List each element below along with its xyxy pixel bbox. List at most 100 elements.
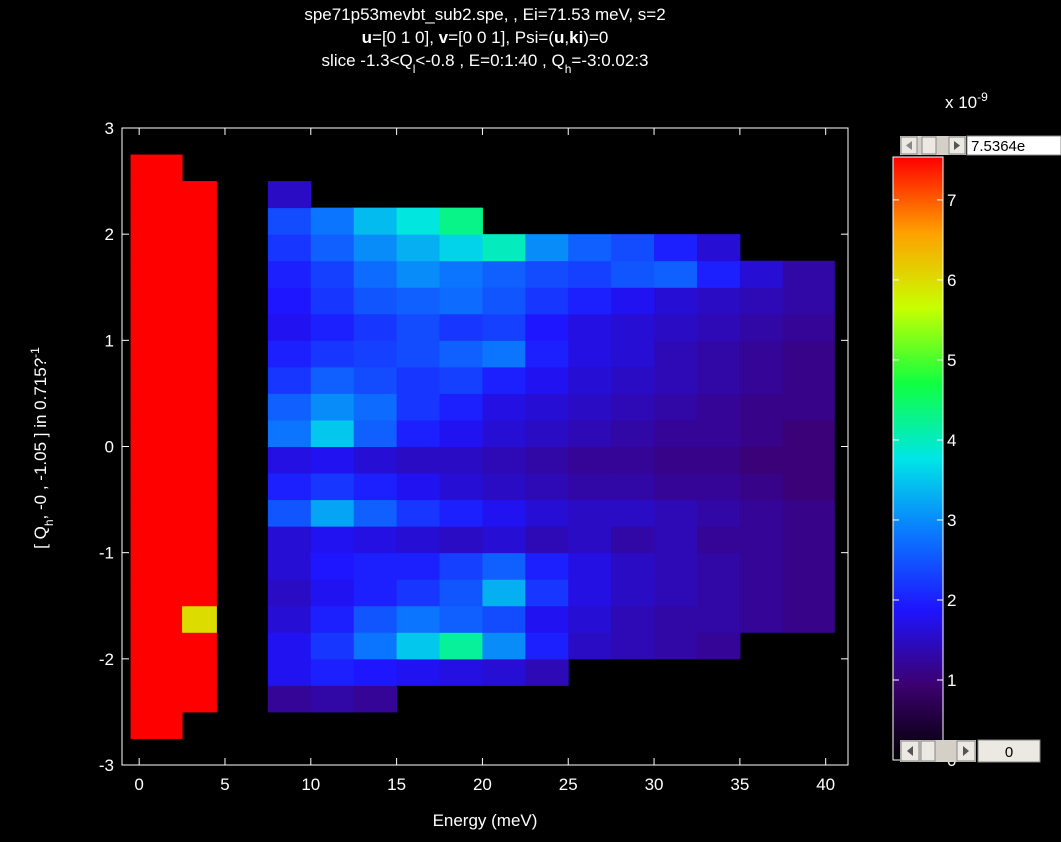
- slider-min-text: 0: [1005, 744, 1013, 761]
- heatmap-cell: [353, 234, 398, 262]
- heatmap-cell: [568, 526, 612, 554]
- heatmap-cell: [130, 658, 183, 686]
- heatmap-cell: [611, 579, 655, 607]
- colorbar-tick-label: 5: [947, 351, 956, 370]
- heatmap-cell: [782, 446, 835, 474]
- heatmap-cell: [353, 632, 398, 660]
- heatmap-cell: [396, 579, 441, 607]
- x-tick-label: 20: [473, 775, 492, 794]
- heatmap-cell: [568, 499, 612, 527]
- colorbar-tick-label: 2: [947, 591, 956, 610]
- text-segment: ,: [564, 28, 569, 47]
- heatmap-cell: [267, 632, 312, 660]
- heatmap-cell: [439, 340, 483, 368]
- heatmap-cell: [568, 313, 612, 341]
- heatmap-cell: [267, 552, 312, 580]
- heatmap-cell: [396, 632, 441, 660]
- heatmap-cell: [396, 473, 441, 501]
- text-segment: =-3:0.02:3: [571, 51, 648, 70]
- heatmap-cell: [611, 366, 655, 394]
- heatmap-cell: [182, 473, 217, 501]
- heatmap-cell: [654, 605, 698, 633]
- heatmap-cell: [439, 552, 483, 580]
- heatmap-cell: [267, 446, 312, 474]
- colorbar-gradient: [893, 157, 943, 760]
- colorbar-tick-label: 1: [947, 671, 956, 690]
- heatmap-cell: [130, 552, 183, 580]
- heatmap-cell: [353, 552, 398, 580]
- heatmap-cell: [696, 393, 741, 421]
- heatmap-cell: [439, 499, 483, 527]
- heatmap-cell: [267, 207, 312, 235]
- heatmap-cell: [396, 605, 441, 633]
- heatmap-cell: [568, 419, 612, 447]
- heatmap-cell: [396, 658, 441, 686]
- heatmap-cell: [130, 473, 183, 501]
- text-segment: , -0 , -1.05 ] in 0.715?: [31, 358, 50, 520]
- heatmap-cell: [267, 605, 312, 633]
- heatmap-cell: [654, 393, 698, 421]
- heatmap-cell: [182, 181, 217, 209]
- heatmap-cell: [568, 393, 612, 421]
- arrow-icon: [963, 746, 969, 756]
- heatmap-cell: [182, 446, 217, 474]
- heatmap-cell: [782, 419, 835, 447]
- slider-thumb[interactable]: [920, 740, 936, 762]
- heatmap-cell: [439, 446, 483, 474]
- heatmap-cell: [310, 632, 355, 660]
- heatmap-cell: [782, 526, 835, 554]
- heatmap-cell: [739, 499, 784, 527]
- heatmap-cell: [396, 393, 441, 421]
- heatmap-cell: [439, 526, 483, 554]
- heatmap-cell: [439, 313, 483, 341]
- text-segment: <-0.8 , E=0:1:40 , Q: [415, 51, 564, 70]
- heatmap-cell: [267, 526, 312, 554]
- heatmap-cell: [696, 287, 741, 315]
- heatmap-cell: [654, 234, 698, 262]
- heatmap-cell: [182, 419, 217, 447]
- heatmap-cell: [654, 473, 698, 501]
- heatmap-cell: [525, 526, 569, 554]
- heatmap-cell: [310, 685, 355, 713]
- heatmap-cell: [267, 419, 312, 447]
- heatmap-cell: [182, 526, 217, 554]
- heatmap-cell: [130, 419, 183, 447]
- slider-max-box[interactable]: [966, 135, 1061, 156]
- heatmap-cell: [568, 287, 612, 315]
- slider-thumb[interactable]: [921, 136, 937, 155]
- y-tick-label: 0: [105, 438, 114, 457]
- heatmap-cell: [525, 632, 569, 660]
- heatmap-cell: [310, 287, 355, 315]
- heatmap-cell: [353, 393, 398, 421]
- heatmap-cell: [782, 313, 835, 341]
- heatmap-cell: [696, 605, 741, 633]
- heatmap-cell: [525, 499, 569, 527]
- heatmap-cell: [482, 446, 526, 474]
- slider-min-box[interactable]: [977, 739, 1041, 763]
- y-tick-label: -3: [99, 756, 114, 775]
- heatmap-cell: [310, 313, 355, 341]
- heatmap-cell: [182, 313, 217, 341]
- heatmap-cell: [739, 446, 784, 474]
- heatmap-cell: [525, 579, 569, 607]
- heatmap-cell: [267, 393, 312, 421]
- x-tick-label: 35: [730, 775, 749, 794]
- heatmap-cell: [130, 711, 183, 739]
- x-tick-label: 0: [134, 775, 143, 794]
- title: spe71p53mevbt_sub2.spe, , Ei=71.53 meV, …: [304, 5, 665, 24]
- heatmap-cell: [482, 526, 526, 554]
- heatmap-cell: [182, 260, 217, 288]
- heatmap-cell: [130, 499, 183, 527]
- heatmap-cell: [611, 552, 655, 580]
- heatmap-cell: [267, 234, 312, 262]
- y-tick-label: 3: [105, 119, 114, 138]
- heatmap-cell: [611, 499, 655, 527]
- heatmap-cell: [130, 181, 183, 209]
- heatmap-cell: [130, 605, 183, 633]
- heatmap-cell: [130, 685, 183, 713]
- heatmap-cell: [739, 605, 784, 633]
- heatmap-cell: [739, 260, 784, 288]
- heatmap-cell: [182, 393, 217, 421]
- heatmap-cell: [611, 313, 655, 341]
- heatmap-cell: [525, 340, 569, 368]
